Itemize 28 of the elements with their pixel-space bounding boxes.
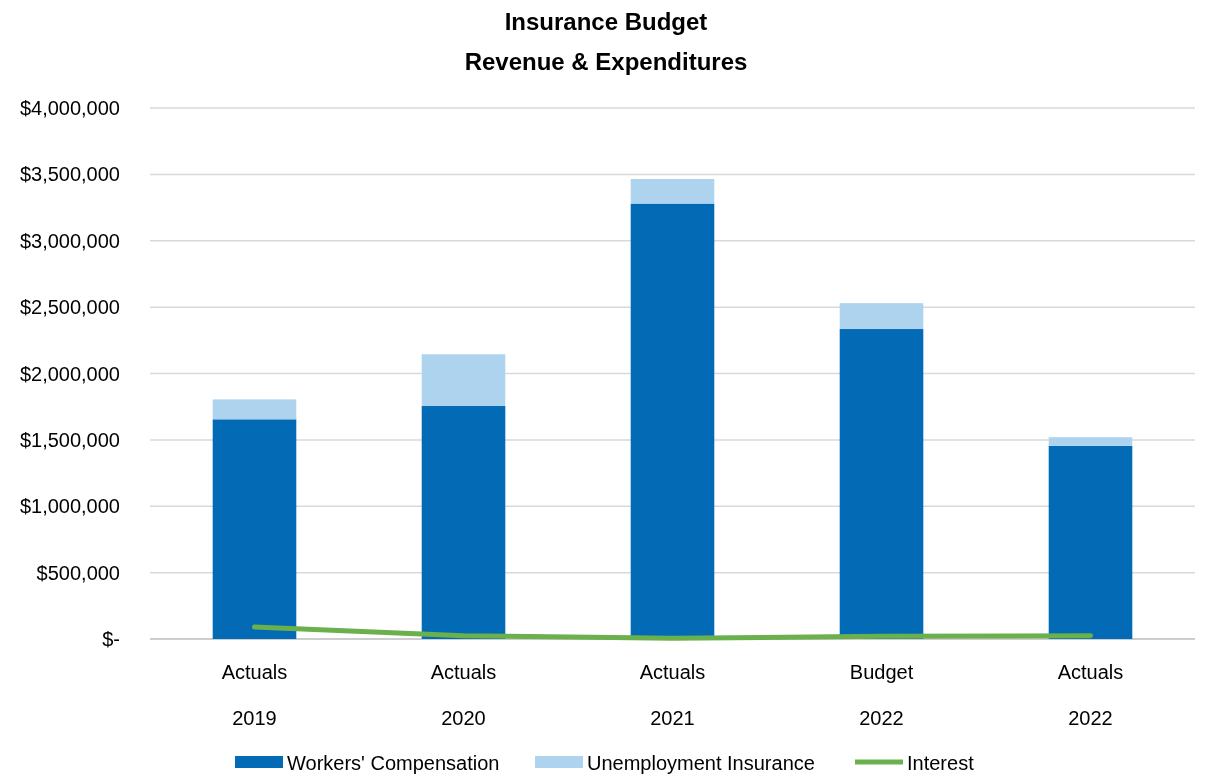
bar <box>1048 445 1133 639</box>
y-tick-label: $3,500,000 <box>19 163 120 186</box>
legend-label: Workers' Compensation <box>287 752 500 774</box>
legend-label: Unemployment Insurance <box>587 752 815 774</box>
bar <box>630 179 715 204</box>
bar <box>1048 437 1133 446</box>
category-label: Actuals 2019 <box>221 661 288 729</box>
bar <box>630 203 715 639</box>
y-tick-label: $2,000,000 <box>19 362 120 385</box>
bar <box>421 354 506 407</box>
bar <box>839 303 924 330</box>
y-tick-label: $2,500,000 <box>19 296 120 319</box>
y-tick-label: $1,500,000 <box>19 428 120 451</box>
legend-label: Interest <box>907 752 975 774</box>
category-label: Actuals 2021 <box>639 661 706 729</box>
category-label: Budget 2022 <box>849 661 914 729</box>
y-tick-label: $500,000 <box>36 561 120 584</box>
bar <box>212 399 297 420</box>
bar <box>421 406 506 639</box>
chart-title: Insurance Budget <box>504 8 708 35</box>
y-tick-label: $3,000,000 <box>19 229 120 252</box>
y-tick-label: $- <box>102 628 120 650</box>
chart-subtitle: Revenue & Expenditures <box>464 48 748 75</box>
y-tick-label: $4,000,000 <box>19 97 120 119</box>
category-label: Actuals 2020 <box>430 661 497 729</box>
y-tick-label: $1,000,000 <box>19 495 120 518</box>
category-label: Actuals 2022 <box>1057 661 1124 729</box>
bar <box>212 419 297 639</box>
